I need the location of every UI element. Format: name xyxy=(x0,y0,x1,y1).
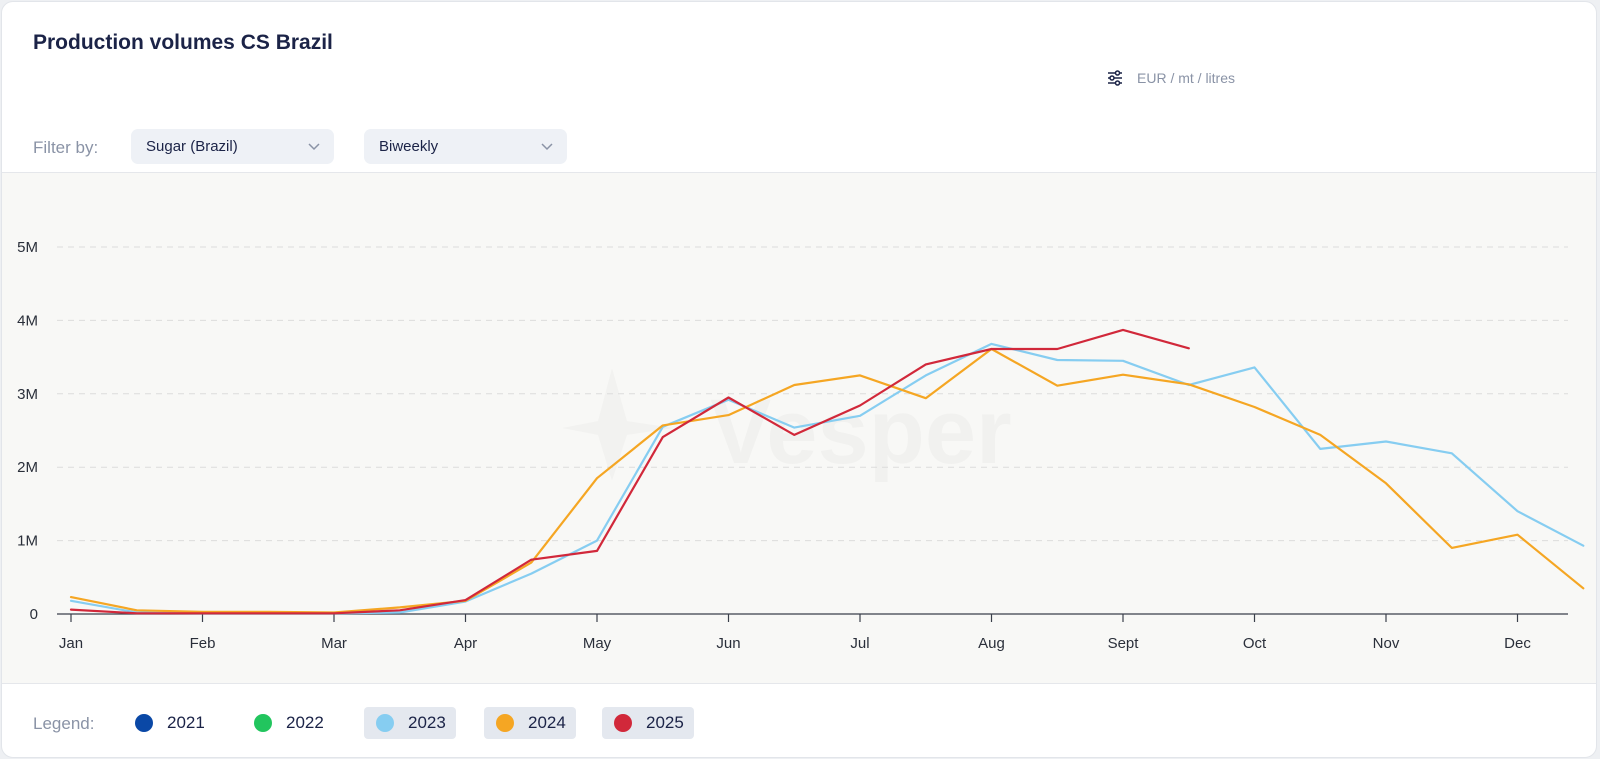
legend-label: Legend: xyxy=(33,714,95,733)
sliders-icon xyxy=(1107,70,1123,86)
legend-item-label: 2025 xyxy=(646,713,684,732)
page-title: Production volumes CS Brazil xyxy=(33,31,333,54)
legend-dot xyxy=(254,714,272,732)
x-tick-label: Apr xyxy=(454,635,477,652)
legend-item-label: 2023 xyxy=(408,713,446,732)
product-select[interactable]: Sugar (Brazil) xyxy=(131,129,334,164)
y-tick-label: 1M xyxy=(17,533,38,550)
legend-item-2025[interactable]: 2025 xyxy=(602,707,694,739)
frequency-select[interactable]: Biweekly xyxy=(364,129,567,164)
chevron-down-icon xyxy=(541,138,553,155)
legend-item-label: 2021 xyxy=(167,713,205,732)
legend-dot xyxy=(496,714,514,732)
x-tick-label: Jan xyxy=(59,635,83,652)
y-tick-label: 0 xyxy=(30,606,38,623)
legend-dot xyxy=(376,714,394,732)
legend-item-2024[interactable]: 2024 xyxy=(484,707,576,739)
x-tick-label: May xyxy=(583,635,612,652)
legend-dot xyxy=(135,714,153,732)
units-control[interactable]: EUR / mt / litres xyxy=(1107,70,1235,86)
series-line-2025 xyxy=(69,328,1190,615)
x-tick-label: Jun xyxy=(716,635,740,652)
frequency-select-value: Biweekly xyxy=(379,138,439,155)
x-tick-label: Aug xyxy=(978,635,1005,652)
chevron-down-icon xyxy=(308,138,320,155)
x-tick-label: Sept xyxy=(1108,635,1140,652)
x-tick-label: Mar xyxy=(321,635,347,652)
legend-item-2023[interactable]: 2023 xyxy=(364,707,456,739)
y-tick-label: 3M xyxy=(17,386,38,403)
y-tick-label: 4M xyxy=(17,312,38,329)
legend-item-2022[interactable]: 2022 xyxy=(242,707,334,739)
x-tick-label: Jul xyxy=(850,635,869,652)
y-tick-label: 2M xyxy=(17,459,38,476)
legend: Legend: 2021 2022 2023 2024 2025 xyxy=(2,702,1596,746)
x-tick-label: Nov xyxy=(1373,635,1400,652)
x-tick-label: Feb xyxy=(190,635,216,652)
legend-item-label: 2022 xyxy=(286,713,324,732)
legend-dot xyxy=(614,714,632,732)
legend-item-label: 2024 xyxy=(528,713,566,732)
product-select-value: Sugar (Brazil) xyxy=(146,138,238,155)
legend-item-2021[interactable]: 2021 xyxy=(123,707,215,739)
units-label: EUR / mt / litres xyxy=(1137,70,1236,86)
y-tick-label: 5M xyxy=(17,239,38,256)
x-tick-label: Dec xyxy=(1504,635,1531,652)
filter-label: Filter by: xyxy=(33,138,99,157)
x-tick-label: Oct xyxy=(1243,635,1267,652)
